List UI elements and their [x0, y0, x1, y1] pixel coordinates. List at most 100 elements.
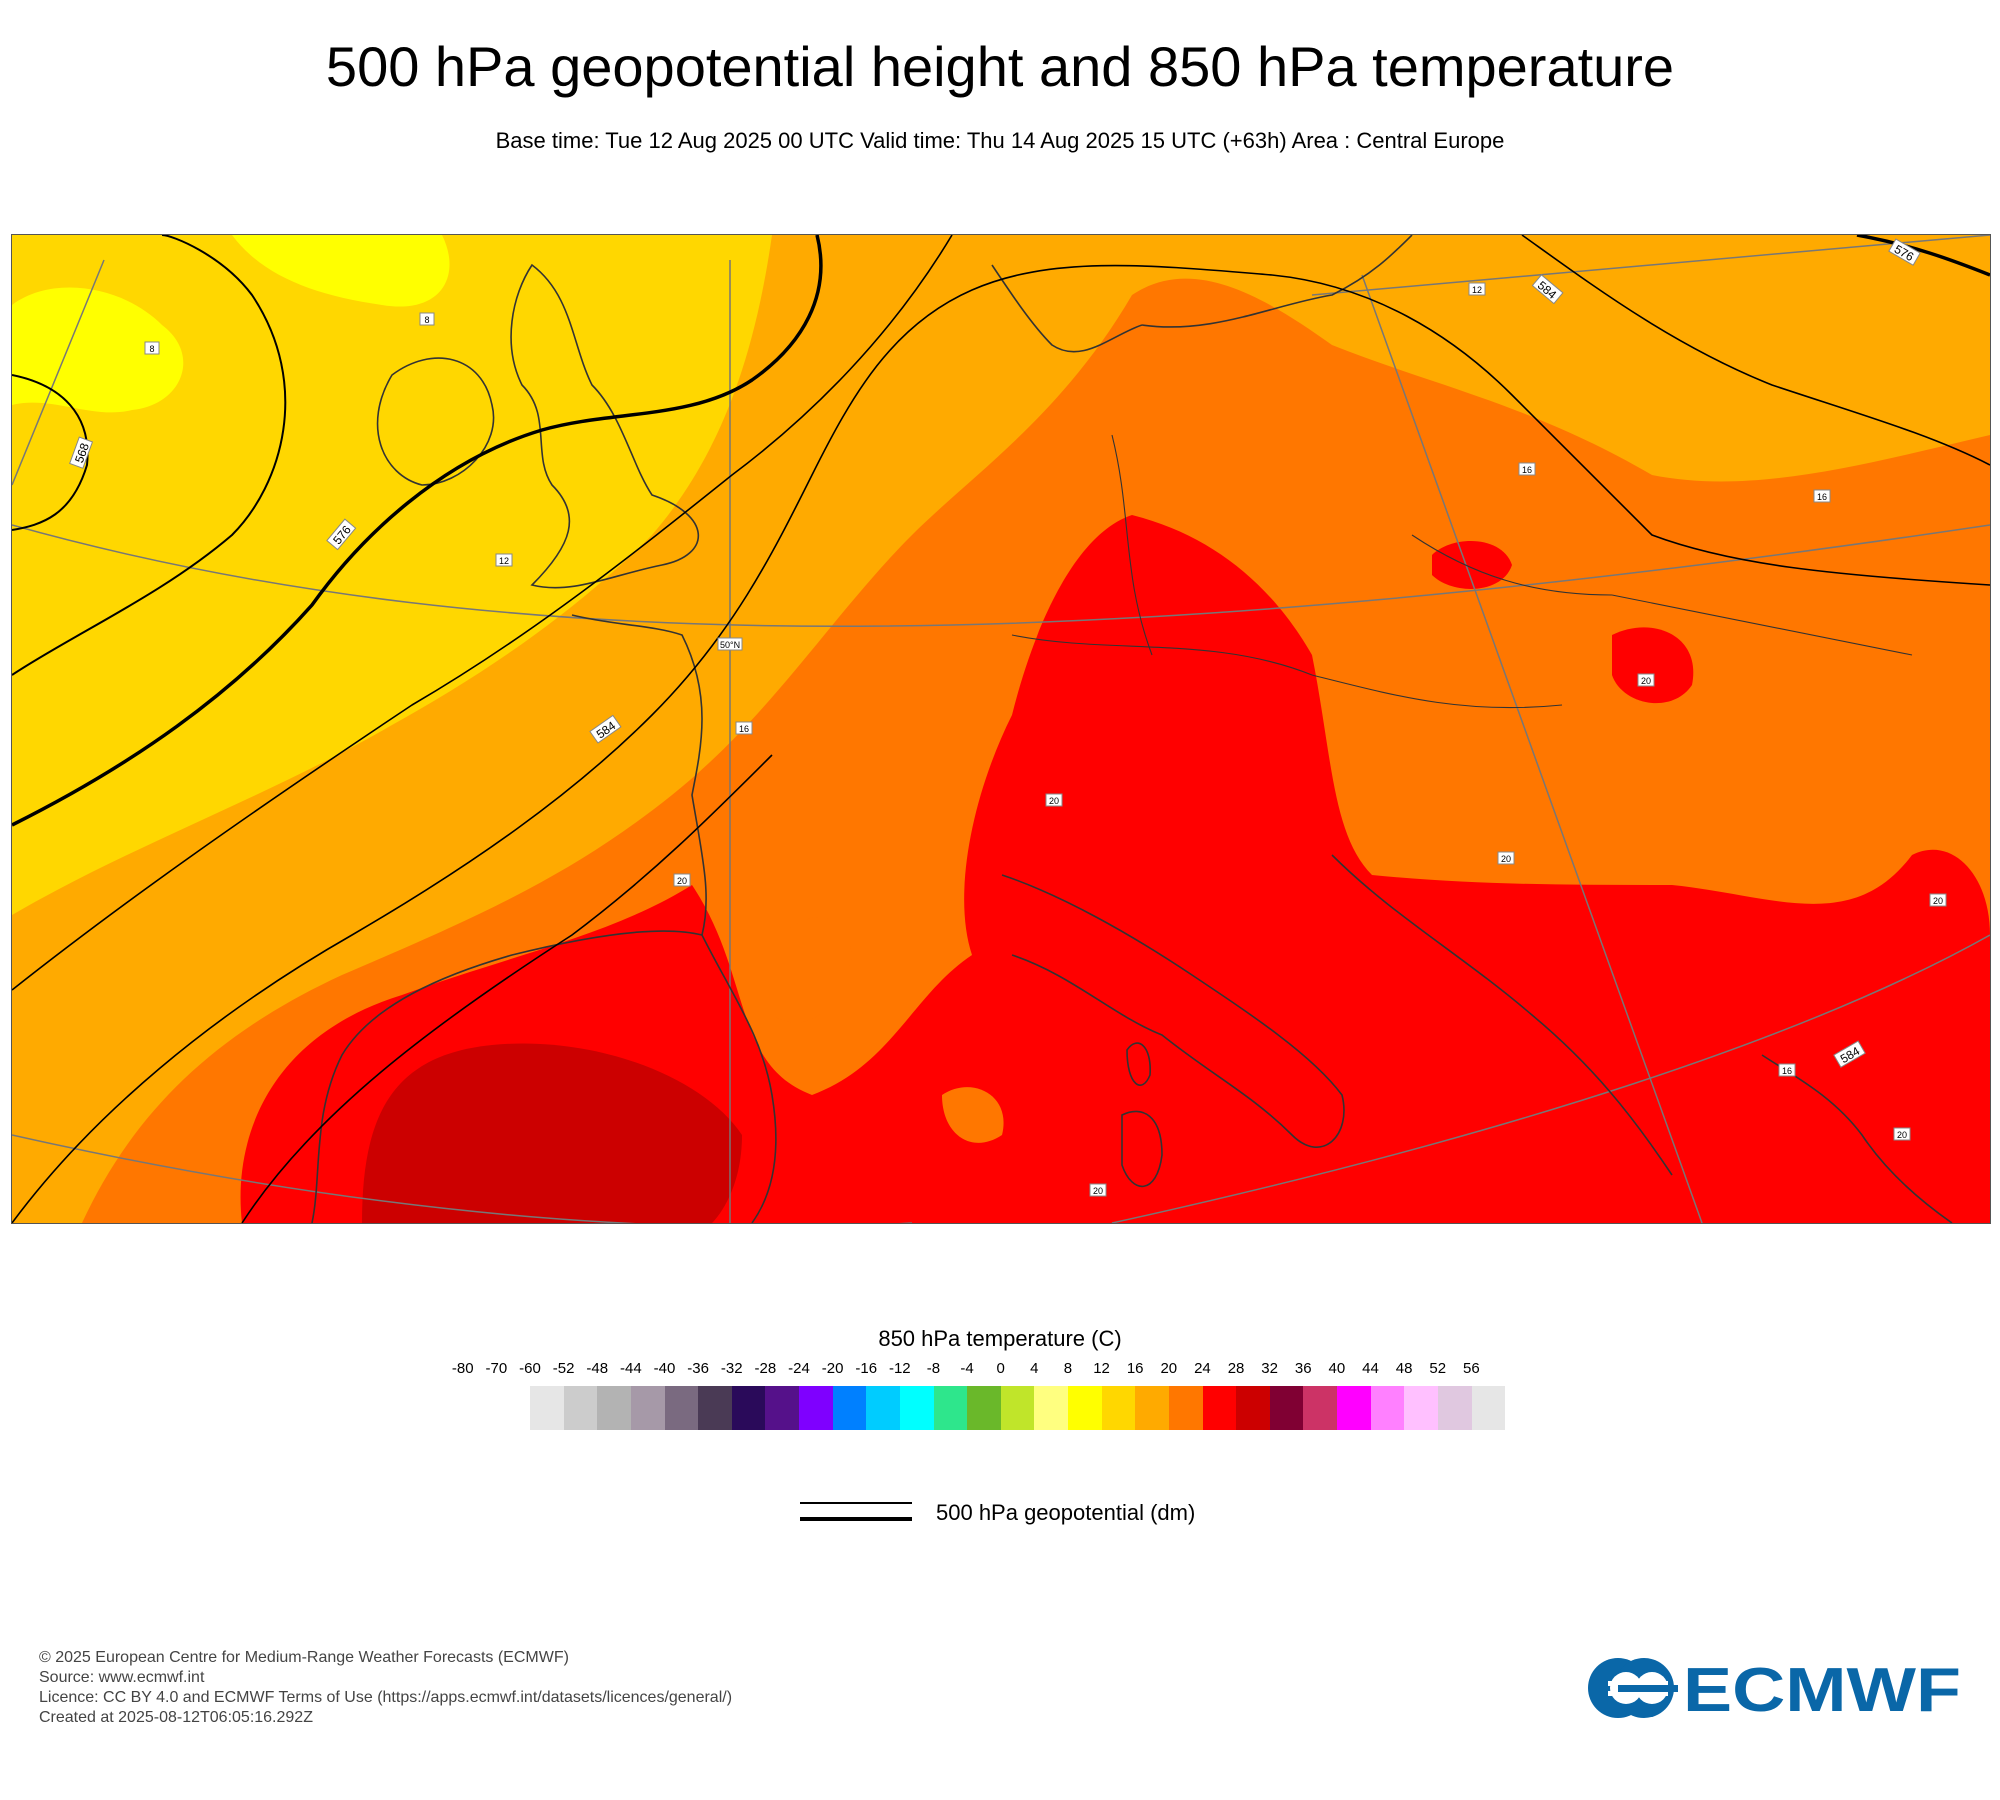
coastline-baltic	[1141, 235, 1413, 328]
colorbar-tick-label: 44	[1362, 1360, 1379, 1377]
colorbar-segment	[1404, 1386, 1438, 1430]
colorbar-tick-label: -32	[720, 1360, 743, 1377]
colorbar-tick-label: -8	[926, 1360, 941, 1377]
colorbar-tick-label: -24	[788, 1360, 810, 1377]
coastline-ireland	[376, 357, 495, 486]
temperature-label-text: 20	[1501, 854, 1511, 864]
temperature-label: 20	[1637, 673, 1655, 687]
colorbar-tick-label: 24	[1194, 1360, 1211, 1377]
contour-568	[12, 235, 287, 676]
colorbar-segment	[967, 1386, 1001, 1430]
footer-copyright: © 2025 European Centre for Medium-Range …	[39, 1649, 569, 1666]
temp-hole-1	[762, 917, 852, 1023]
colorbar-segment	[933, 1386, 968, 1430]
border	[1011, 634, 1313, 676]
temperature-label-text: 20	[1897, 1130, 1907, 1140]
temp-region-24c	[1612, 627, 1694, 704]
colorbar-tick-label: -44	[620, 1360, 642, 1377]
temperature-label-text: 16	[1782, 1066, 1792, 1076]
temperature-label-text: 8	[149, 344, 154, 354]
colorbar-tick-label: 36	[1294, 1360, 1312, 1377]
colorbar-tick-label: -52	[552, 1360, 575, 1377]
colorbar-segment	[899, 1386, 934, 1430]
temperature-label: 12	[495, 553, 513, 567]
temperature-label-text: 16	[739, 724, 749, 734]
colorbar-segment	[832, 1386, 867, 1430]
temperature-label: 20	[1045, 793, 1063, 807]
colorbar-segment	[698, 1386, 732, 1430]
temperature-label-text: 12	[499, 556, 509, 566]
colorbar-segment	[1370, 1386, 1405, 1430]
colorbar-tick-label: 20	[1160, 1360, 1178, 1377]
colorbar-tick-label: 56	[1463, 1360, 1480, 1377]
colorbar-tick-label: -36	[687, 1360, 709, 1377]
coastline-corsica	[1126, 1042, 1151, 1086]
colorbar-segment	[866, 1386, 900, 1430]
colorbar-segment	[1269, 1386, 1304, 1430]
geopotential-contours	[12, 235, 1990, 1223]
colorbar-tick-label: -4	[960, 1360, 974, 1377]
contour-584	[1521, 235, 1990, 466]
temperature-label: 20	[1497, 851, 1515, 865]
temperature-label: 20	[1893, 1127, 1911, 1141]
colorbar-segment	[731, 1386, 766, 1430]
map-title: 500 hPa geopotential height and 850 hPa …	[325, 35, 1675, 98]
graticule-label-text: 50°N	[720, 640, 740, 650]
temperature-label: 20	[1929, 893, 1947, 907]
coastline-iberia	[701, 934, 777, 1223]
temperature-label: 16	[735, 721, 753, 735]
colorbar-segment	[1135, 1386, 1169, 1430]
temp-region-8b	[232, 235, 450, 307]
colorbar-tick-label: 8	[1063, 1360, 1073, 1377]
colorbar-segment	[765, 1386, 799, 1430]
colorbar-tick-label: -48	[586, 1360, 609, 1377]
temp-region-24a	[240, 515, 1990, 1223]
graticule-meridian	[1311, 235, 1990, 296]
geopotential-legend-label: 500 hPa geopotential (dm)	[936, 1500, 1196, 1525]
colorbar-tick-label: -40	[653, 1360, 676, 1377]
coastline-denmark	[991, 264, 1143, 353]
contour-592	[241, 754, 773, 1223]
temp-region-24b	[1432, 541, 1512, 589]
colorbar-tick-label: -60	[519, 1360, 541, 1377]
temp-hole-2	[942, 1087, 1004, 1143]
colorbar-segment	[1168, 1386, 1203, 1430]
contour-576	[1856, 235, 1990, 277]
colorbar-tick-label: 0	[996, 1360, 1005, 1377]
colorbar-tick-label: 48	[1395, 1360, 1413, 1377]
colorbar-tick-label: -12	[888, 1360, 911, 1377]
coastline-sardinia	[1121, 1110, 1163, 1188]
temperature-label: 20	[673, 873, 691, 887]
coastline-france	[311, 614, 707, 1223]
colorbar-segment	[1202, 1386, 1237, 1430]
footer: © 2025 European Centre for Medium-Range …	[39, 1648, 732, 1728]
colorbar-segment	[1437, 1386, 1472, 1430]
geopotential-legend-thin-line	[800, 1502, 912, 1504]
coastline-great-britain	[510, 263, 700, 589]
contour-576	[12, 235, 823, 827]
graticule-label: 50°N	[717, 637, 743, 651]
temperature-label: 12	[1468, 282, 1486, 296]
colorbar-segment	[1034, 1386, 1068, 1430]
contour-576	[12, 235, 953, 991]
border	[1411, 534, 1613, 596]
geopotential-label: 576	[326, 518, 357, 551]
contour-568	[12, 374, 89, 531]
colorbar-segment	[1303, 1386, 1337, 1430]
temperature-colorbar	[530, 1386, 1506, 1430]
temperature-label-text: 20	[677, 876, 687, 886]
footer-licence: Licence: CC BY 4.0 and ECMWF Terms of Us…	[39, 1689, 733, 1706]
colorbar-tick-label: 4	[1030, 1360, 1039, 1377]
weather-map[interactable]: 568 576 584 584 576 584 8	[11, 234, 1991, 1224]
graticule-latitude	[12, 524, 1990, 628]
colorbar-segment	[1000, 1386, 1035, 1430]
border	[1111, 434, 1153, 656]
temperature-label-text: 20	[1093, 1186, 1103, 1196]
colorbar-segment	[664, 1386, 699, 1430]
colorbar-tick-label: -70	[485, 1360, 508, 1377]
colorbar-segment	[563, 1386, 598, 1430]
geopotential-label: 568	[69, 436, 94, 469]
temperature-legend-title: 850 hPa temperature (C)	[878, 1326, 1122, 1351]
graticule-meridian	[12, 259, 105, 486]
geopotential-legend-thick-line	[800, 1517, 912, 1521]
